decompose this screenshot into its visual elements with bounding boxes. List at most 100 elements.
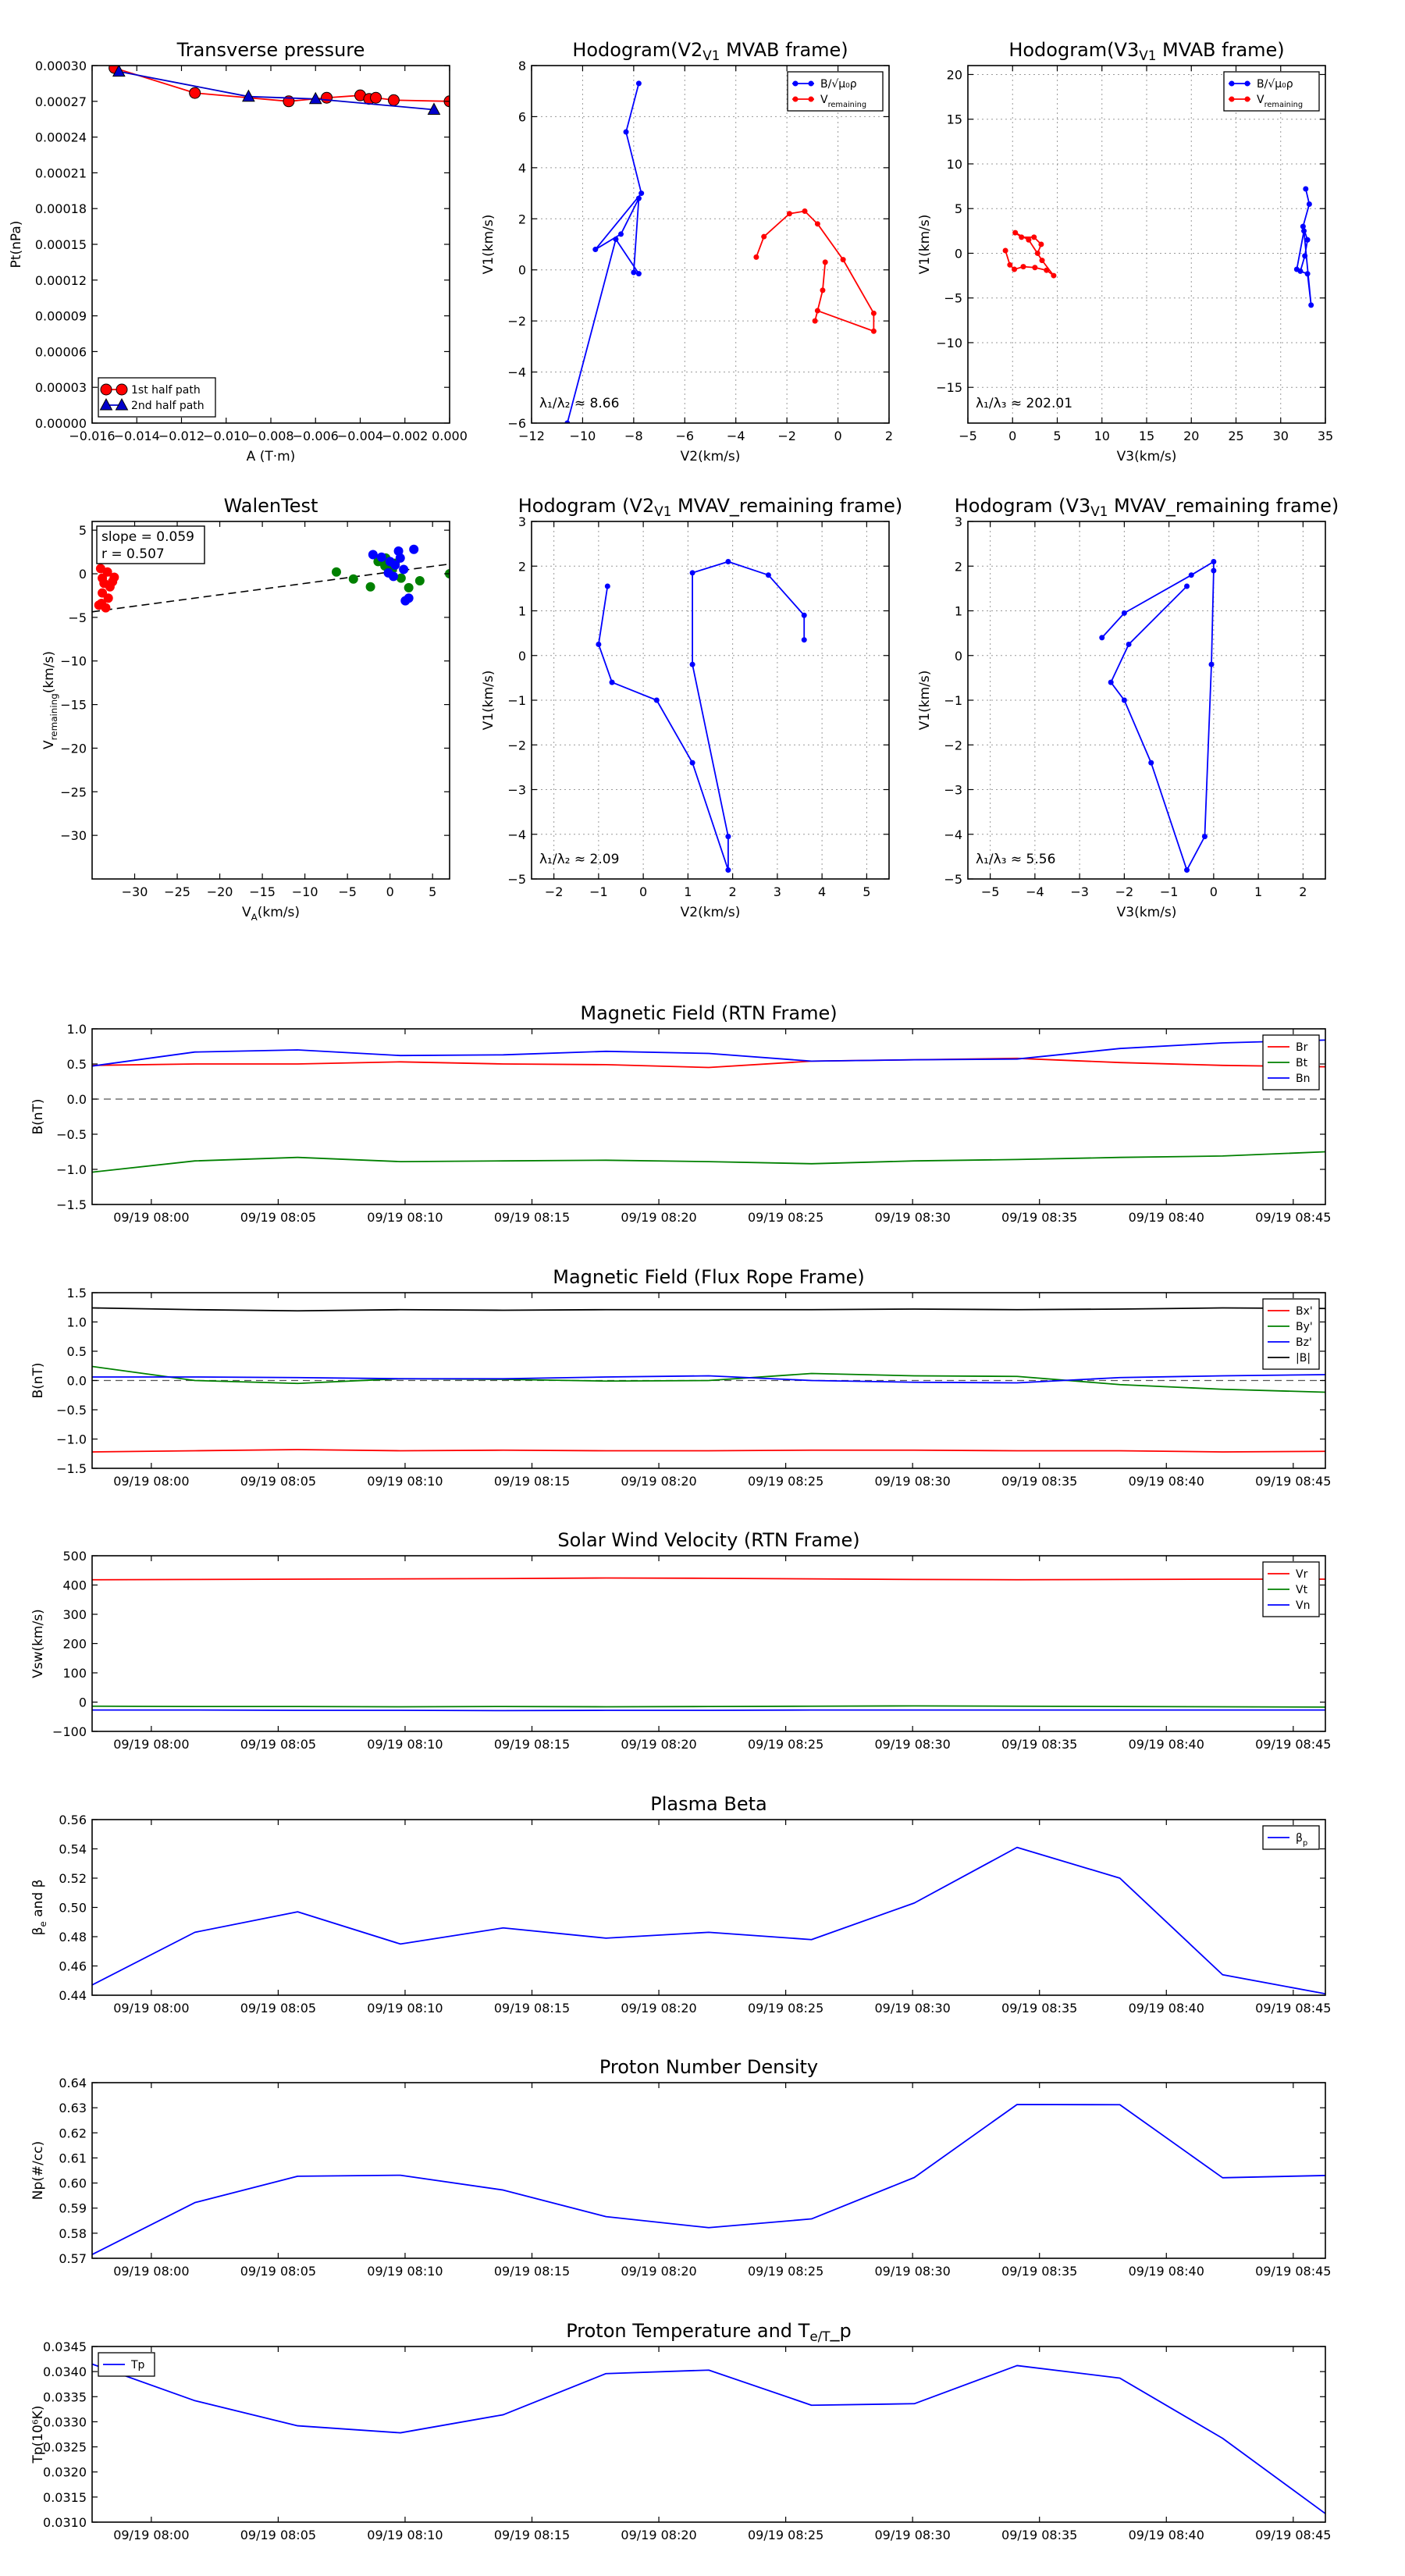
- series-bx--line: [92, 1449, 1325, 1453]
- y-axis-label: B(nT): [30, 1098, 46, 1134]
- series-v-remaining-point: [814, 221, 820, 227]
- legend-marker: [99, 397, 113, 411]
- y-tick-label: −10: [936, 336, 962, 350]
- y-tick-label: 0.62: [59, 2126, 87, 2140]
- series-2-point: [395, 553, 405, 563]
- legend: βp: [1262, 1825, 1320, 1850]
- series-0-point: [801, 612, 807, 618]
- y-tick-label: −10: [60, 654, 87, 669]
- x-tick-label: 09/19 08:25: [748, 1737, 823, 1752]
- series-0-line: [92, 2104, 1325, 2255]
- y-tick-label: 0.58: [59, 2226, 87, 2241]
- x-tick-label: 09/19 08:40: [1129, 2264, 1204, 2279]
- y-tick-label: 0: [79, 567, 87, 582]
- x-tick-label: 09/19 08:40: [1129, 2528, 1204, 2542]
- x-tick-label: −25: [164, 884, 190, 899]
- y-tick-label: −5: [68, 610, 87, 625]
- series-2-point: [376, 552, 386, 562]
- y-tick-label: 0.0345: [43, 2339, 87, 2354]
- y-tick-label: 0.5: [67, 1344, 87, 1359]
- x-tick-label: −20: [207, 884, 233, 899]
- series-0-point: [98, 573, 108, 583]
- x-tick-label: −4: [1026, 884, 1044, 899]
- y-axis-label: Pt(nPa): [9, 221, 24, 269]
- series-bn-line: [92, 1039, 1325, 1067]
- x-tick-label: 25: [1228, 429, 1243, 443]
- y-tick-label: −3: [507, 783, 526, 798]
- y-tick-label: 0.00021: [35, 165, 87, 180]
- legend: Br Bt Bn: [1262, 1034, 1320, 1091]
- x-tick-label: 09/19 08:05: [240, 1210, 316, 1225]
- series-1-point: [414, 575, 425, 585]
- y-tick-label: −100: [52, 1724, 87, 1739]
- plot-area: [1002, 186, 1314, 308]
- series-2nd-half-path-point: [427, 102, 441, 115]
- x-tick-label: 5: [429, 884, 436, 899]
- x-tick-label: 09/19 08:05: [240, 2001, 316, 2016]
- x-tick-label: −2: [545, 884, 564, 899]
- series--p-line: [92, 1846, 1325, 1995]
- series-1st-half-path-point: [370, 91, 382, 104]
- series-bt-line: [92, 1151, 1325, 1173]
- series-b--point: [1301, 228, 1307, 234]
- x-tick-label: −15: [249, 884, 276, 899]
- y-tick-label: −4: [507, 365, 526, 380]
- series-1-point: [365, 582, 375, 592]
- y-axis-label: Tp(10⁶K): [30, 2405, 46, 2464]
- series-v-remaining-point: [1002, 247, 1008, 254]
- y-tick-label: 0.00000: [35, 416, 87, 431]
- legend-label: 1st half path: [131, 384, 201, 397]
- series-br-line: [92, 1057, 1325, 1069]
- legend: Bx' By' Bz' |B|: [1262, 1298, 1320, 1370]
- x-tick-label: 09/19 08:20: [621, 1474, 696, 1489]
- chart-title: WalenTest: [224, 495, 318, 517]
- plot-area: [108, 66, 450, 115]
- y-tick-label: 1: [955, 604, 962, 619]
- series-0-point: [609, 679, 615, 685]
- y-tick-label: 0.60: [59, 2176, 87, 2191]
- y-axis-label: V1(km/s): [917, 671, 933, 731]
- series-0-point: [689, 661, 695, 667]
- x-tick-label: 2: [885, 429, 893, 443]
- y-tick-label: 0.00012: [35, 273, 87, 288]
- series-2-point: [409, 544, 419, 554]
- series-b--point: [635, 195, 642, 201]
- y-tick-label: 0.00015: [35, 237, 87, 252]
- series-0-point: [689, 760, 695, 766]
- series-0-point: [1121, 610, 1127, 616]
- series-v-remaining-point: [761, 233, 767, 240]
- x-tick-label: 09/19 08:10: [367, 2264, 443, 2279]
- x-tick-label: 09/19 08:25: [748, 2528, 823, 2542]
- x-tick-label: 1: [1254, 884, 1262, 899]
- legend-marker: [115, 397, 129, 411]
- legend-marker: [1229, 96, 1235, 102]
- x-tick-label: 20: [1183, 429, 1199, 443]
- y-tick-label: −30: [60, 828, 87, 843]
- legend-label: Bt: [1296, 1057, 1308, 1069]
- legend-marker: [1229, 80, 1235, 87]
- y-axis-label: V1(km/s): [917, 215, 933, 275]
- series-v-remaining-line: [756, 210, 875, 333]
- y-tick-label: 0.0: [67, 1092, 87, 1107]
- legend-label: 2nd half path: [131, 400, 205, 412]
- x-tick-label: 09/19 08:05: [240, 1737, 316, 1752]
- series-v-remaining-point: [1007, 262, 1013, 268]
- axes-frame: [91, 2346, 1326, 2523]
- series-1-point: [331, 567, 341, 577]
- x-tick-label: −0.002: [382, 429, 428, 443]
- series-1st-half-path-line: [114, 67, 450, 102]
- series-bz--line: [92, 1374, 1325, 1384]
- y-tick-label: 3: [955, 514, 962, 529]
- x-tick-label: −6: [675, 429, 694, 443]
- series-0-point: [1121, 697, 1127, 703]
- series-0-point: [725, 867, 731, 873]
- y-tick-label: 15: [947, 112, 962, 127]
- series-b--point: [1302, 253, 1308, 259]
- y-tick-label: 0.44: [59, 1988, 87, 2003]
- legend-label: Vn: [1296, 1599, 1310, 1612]
- x-tick-label: 15: [1139, 429, 1154, 443]
- y-tick-label: −15: [60, 698, 87, 713]
- series-v-remaining-point: [1039, 258, 1045, 264]
- y-tick-label: 0.52: [59, 1871, 87, 1886]
